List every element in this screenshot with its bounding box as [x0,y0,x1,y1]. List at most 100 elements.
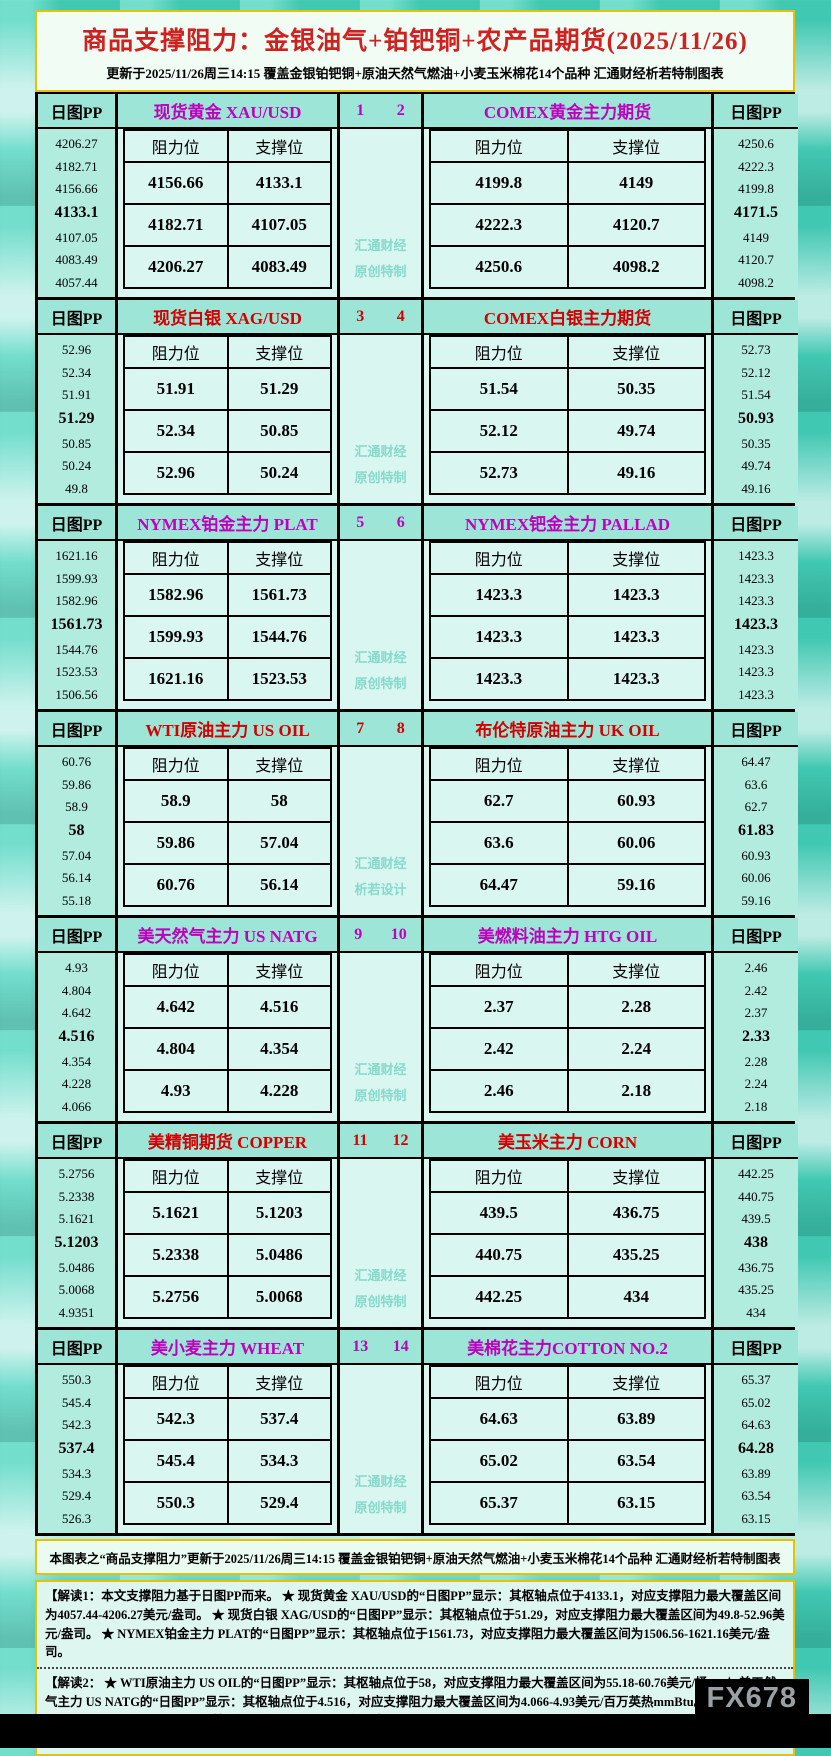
right-panel-header: COMEX白银主力期货 [424,300,714,335]
pp-column-right: 52.73 52.12 51.54 50.93 50.35 49.74 49.16 [714,335,798,503]
pp-value: 1423.3 [738,570,774,586]
level-value: 51.91 [123,367,229,411]
level-row: 4206.27 4083.49 [123,245,332,289]
level-value: 5.0486 [226,1233,332,1277]
level-row: 4250.6 4098.2 [429,245,706,289]
right-table-zone: 阻力位 支撑位 51.54 50.35 52.12 49.74 52.73 49.16 [424,335,714,503]
level-row: 52.96 50.24 [123,451,332,495]
support-header: 支撑位 [226,335,332,369]
panel-number-cell: 9 10 [340,918,424,953]
pp-value: 4.066 [61,1099,92,1115]
level-value: 1423.3 [429,615,569,659]
brand-watermark: FX678 [694,1679,809,1722]
right-panel-header: NYMEX钯金主力 PALLAD [424,506,714,541]
level-value: 4.93 [123,1069,229,1113]
support-header: 支撑位 [566,747,706,781]
level-value: 435.25 [566,1233,706,1277]
level-value: 434 [566,1275,706,1319]
watermark-line2: 原创特制 [354,1500,407,1515]
level-row: 5.2338 5.0486 [123,1233,332,1277]
level-value: 1582.96 [123,573,229,617]
pp-header-label: 日图PP [730,928,782,946]
watermark: 汇通财经 原创特制 [340,233,421,285]
level-row: 65.02 63.54 [429,1439,706,1483]
level-value: 4083.49 [226,245,332,289]
panel-number-cell: 11 12 [340,1124,424,1159]
pp-pivot-value: 2.33 [742,1027,770,1045]
pp-header-right: 日图PP [714,300,798,335]
watermark: 汇通财经 原创特制 [340,645,421,697]
levels-table-left: 阻力位 支撑位 51.91 51.29 52.34 50.85 52.96 50.24 [123,335,332,495]
resistance-header: 阻力位 [123,747,229,781]
pp-value: 440.75 [738,1188,774,1204]
pp-value: 2.46 [744,959,768,975]
level-value: 60.06 [566,821,706,865]
support-header: 支撑位 [226,747,332,781]
level-value: 51.29 [226,367,332,411]
watermark-line1: 汇通财经 [354,1062,407,1077]
levels-table-right: 阻力位 支撑位 4199.8 4149 4222.3 4120.7 4250.6 4098.2 [429,129,706,289]
level-row: 63.6 60.06 [429,821,706,865]
pp-column-right: 1423.3 1423.3 1423.3 1423.3 1423.3 1423.3 1423… [714,541,798,709]
level-row: 1423.3 1423.3 [429,573,706,617]
pp-value: 4222.3 [738,158,774,174]
pp-column-right: 64.47 63.6 62.7 61.83 60.93 60.06 59.16 [714,747,798,915]
watermark: 汇通财经 原创特制 [340,439,421,491]
pp-column-right: 4250.6 4222.3 4199.8 4171.5 4149 4120.7 4098.2 [714,129,798,297]
pp-header-label: 日图PP [50,1340,103,1358]
pp-header-label: 日图PP [50,722,103,740]
pp-value: 4.93 [65,959,88,975]
pp-value: 550.3 [61,1371,92,1387]
pp-header-label: 日图PP [730,516,782,534]
resistance-header: 阻力位 [429,747,569,781]
level-value: 63.6 [429,821,569,865]
level-value: 63.89 [566,1397,706,1441]
level-value: 440.75 [429,1233,569,1277]
pp-value: 4.9351 [58,1305,95,1321]
watermark-line1: 汇通财经 [354,238,407,253]
left-table-zone: 阻力位 支撑位 1582.96 1561.73 1599.93 1544.76 1621.1… [118,541,340,709]
pp-header-right: 日图PP [714,918,798,953]
level-value: 2.28 [566,985,706,1029]
commodity-row: 日图PP 美小麦主力 WHEAT 13 14 美棉花主力COTTON NO.2 日… [38,1330,798,1533]
level-value: 1423.3 [429,573,569,617]
level-value: 529.4 [226,1481,332,1525]
pp-header-left: 日图PP [38,712,118,747]
right-panel-header: 美燃料油主力 HTG OIL [424,918,714,953]
level-row: 51.54 50.35 [429,367,706,411]
level-row: 62.7 60.93 [429,779,706,823]
levels-table-right: 阻力位 支撑位 2.37 2.28 2.42 2.24 2.46 2.18 [429,953,706,1113]
level-row: 442.25 434 [429,1275,706,1319]
pp-value: 5.0068 [58,1282,95,1298]
pp-value: 529.4 [61,1488,92,1504]
pp-value: 55.18 [61,893,92,909]
level-value: 52.12 [429,409,569,453]
pp-value: 4.354 [61,1053,92,1069]
levels-table-right: 阻力位 支撑位 62.7 60.93 63.6 60.06 64.47 59.16 [429,747,706,907]
level-value: 2.24 [566,1027,706,1071]
pp-value: 4.804 [61,982,92,998]
level-value: 4149 [566,161,706,205]
pp-value: 52.34 [61,364,92,380]
pp-value: 2.37 [744,1005,768,1021]
level-value: 5.2756 [123,1275,229,1319]
resistance-header: 阻力位 [123,953,229,987]
pp-header-label: 日图PP [50,310,103,328]
level-value: 1599.93 [123,615,229,659]
row-num-left: 9 [354,925,363,943]
right-panel-title: 美燃料油主力 HTG OIL [477,927,658,946]
level-row: 4199.8 4149 [429,161,706,205]
row-num-left: 3 [356,307,365,325]
pp-header-right: 日图PP [714,94,798,129]
pp-pivot-value: 4133.1 [54,203,99,221]
pp-value: 2.18 [744,1099,768,1115]
content-column: 商品支撑阻力：金银油气+铂钯铜+农产品期货(2025/11/26) 更新于202… [35,10,798,1756]
levels-table-left: 阻力位 支撑位 1582.96 1561.73 1599.93 1544.76 1621.1… [123,541,332,701]
pp-pivot-value: 58 [68,821,85,839]
level-row: 4.93 4.228 [123,1069,332,1113]
pp-header-label: 日图PP [730,722,782,740]
commodity-row: 日图PP 美精铜期货 COPPER 11 12 美玉米主力 CORN 日图PP 5… [38,1124,798,1330]
